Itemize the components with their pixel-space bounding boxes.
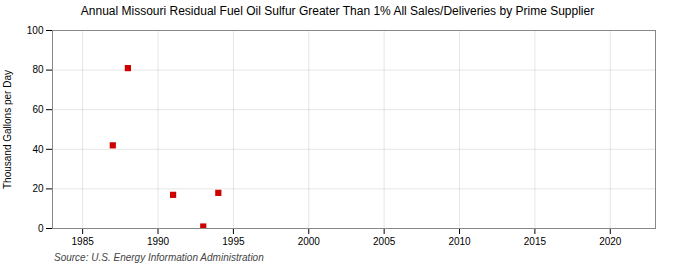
svg-text:2020: 2020 [599, 236, 622, 247]
svg-text:20: 20 [32, 183, 44, 194]
svg-text:Thousand Gallons per Day: Thousand Gallons per Day [2, 70, 13, 189]
svg-text:1995: 1995 [222, 236, 245, 247]
svg-text:2010: 2010 [448, 236, 471, 247]
svg-text:60: 60 [32, 104, 44, 115]
html-text:Annual Missouri Residual Fuel: Annual Missouri Residual Fuel Oil Sulfur… [80, 4, 595, 18]
svg-text:80: 80 [32, 64, 44, 75]
svg-text:2000: 2000 [298, 236, 321, 247]
svg-text:1990: 1990 [147, 236, 170, 247]
svg-text:0: 0 [38, 223, 44, 234]
svg-text:40: 40 [32, 144, 44, 155]
svg-text:1985: 1985 [72, 236, 95, 247]
html-text:Source: U.S. Energy Informatio: Source: U.S. Energy Information Administ… [54, 252, 264, 263]
svg-text:2005: 2005 [373, 236, 396, 247]
svg-text:2015: 2015 [524, 236, 547, 247]
svg-text:100: 100 [27, 25, 44, 36]
